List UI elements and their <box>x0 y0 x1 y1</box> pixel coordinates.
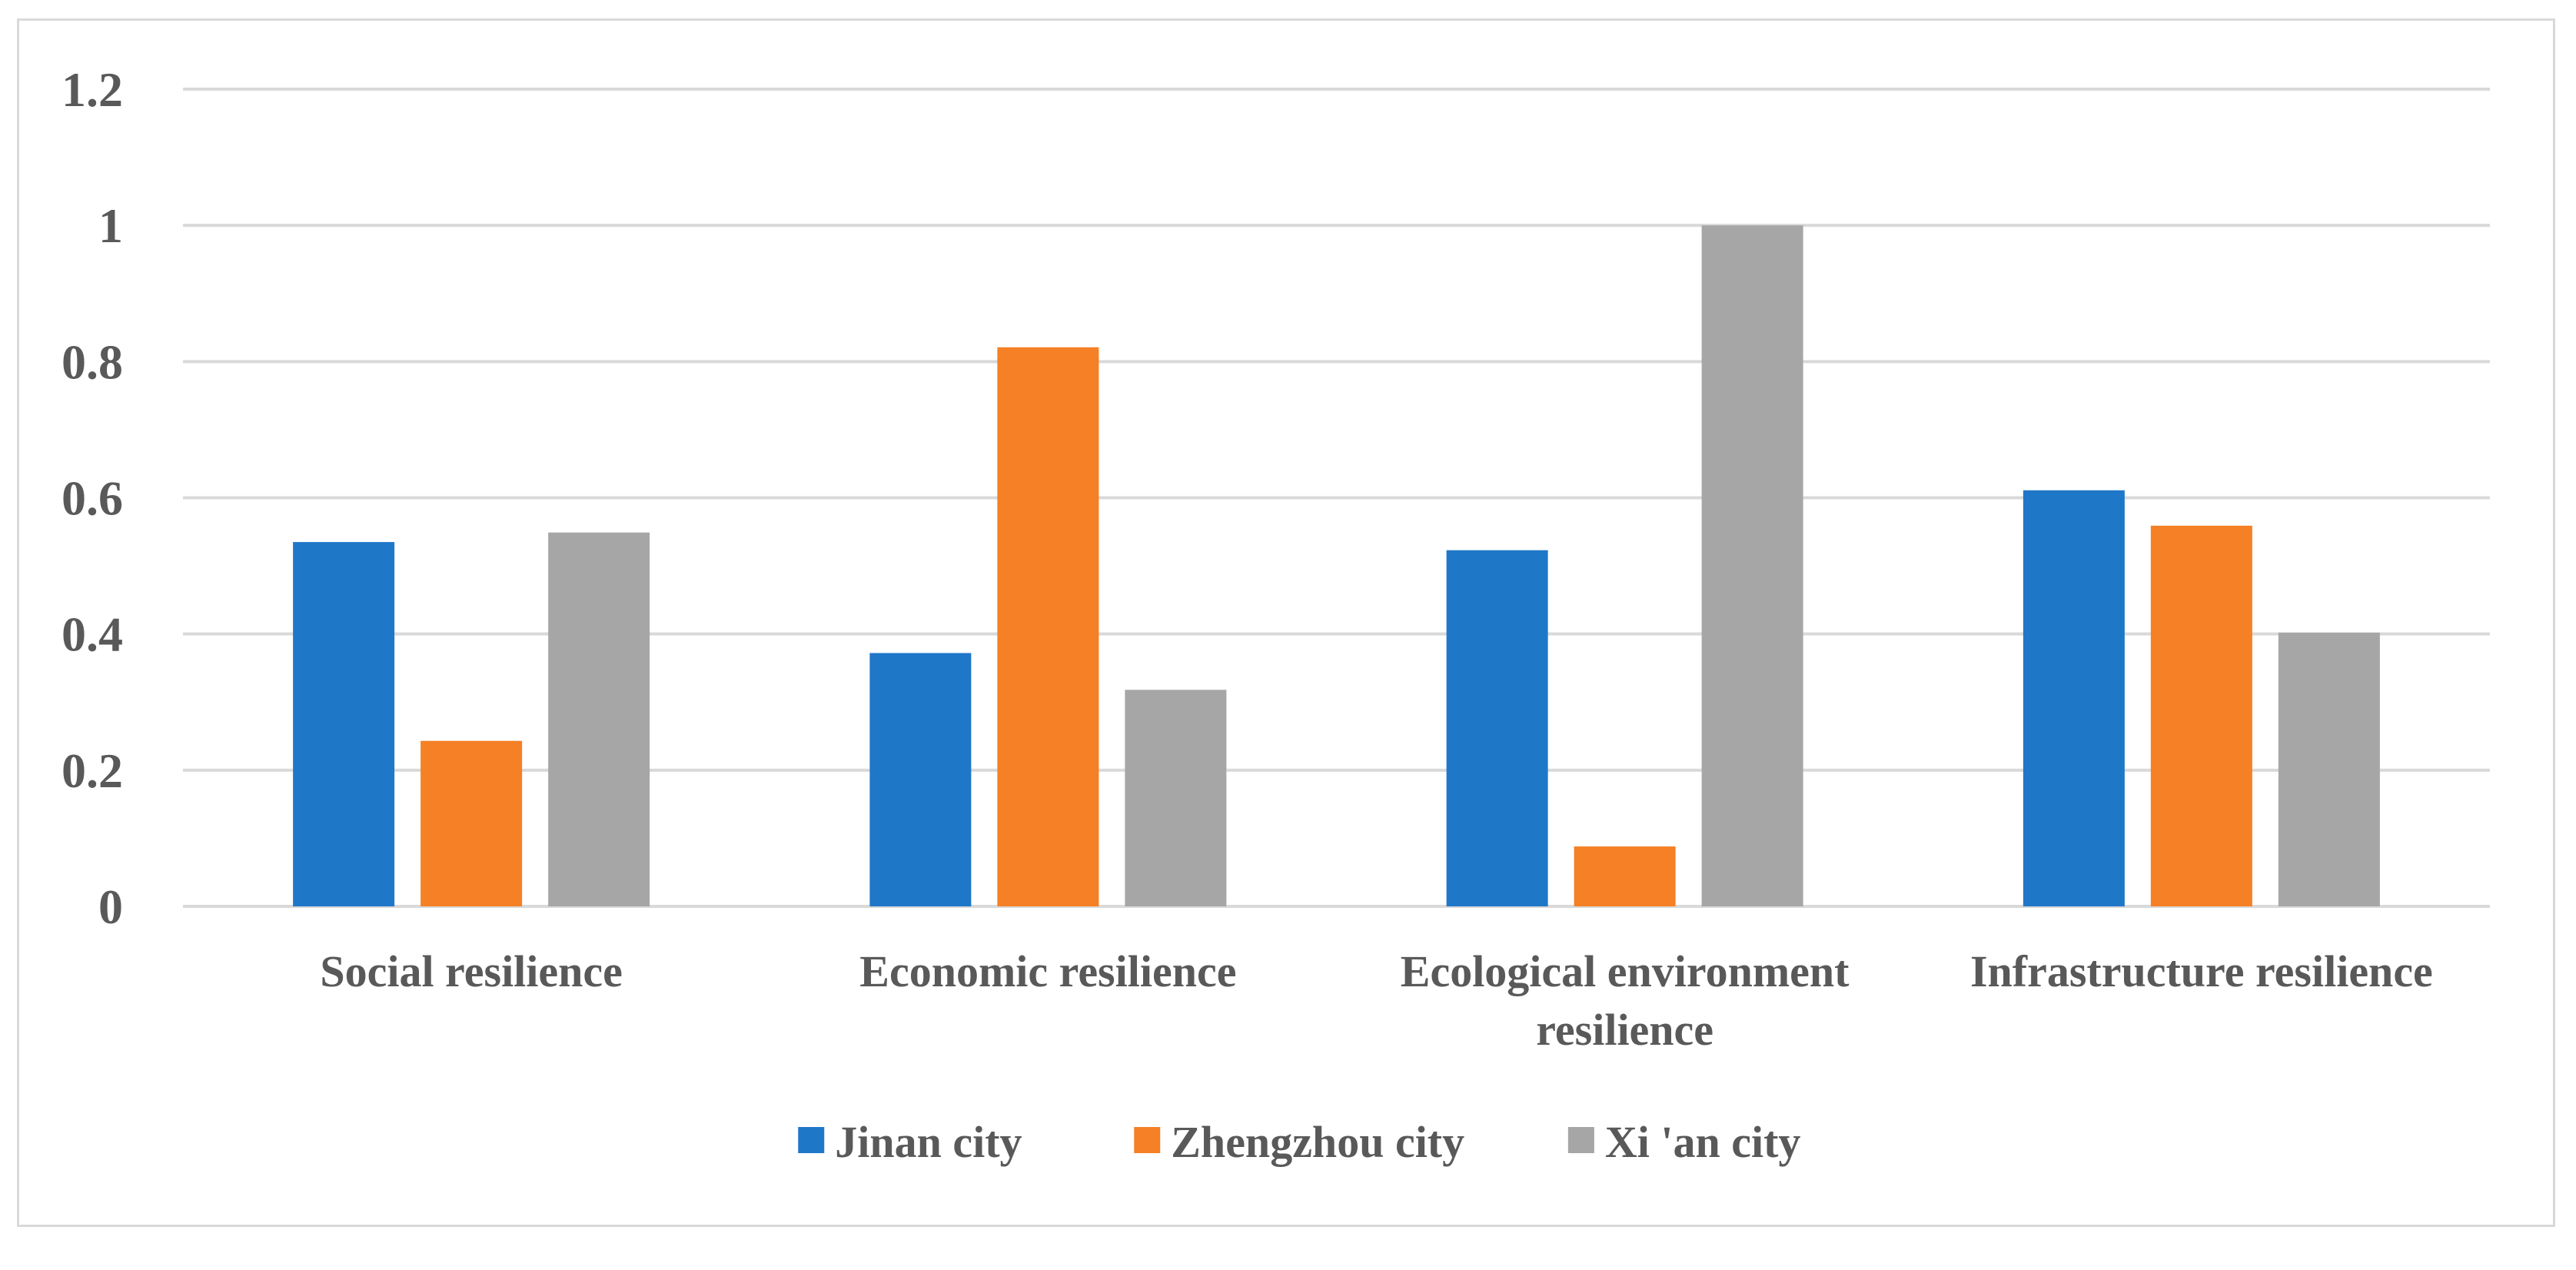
bar-jinan-city-0 <box>293 542 395 906</box>
y-axis-ticks: 0 0.2 0.4 0.6 0.8 1 1.2 <box>61 62 123 934</box>
chart-frame: 0 0.2 0.4 0.6 0.8 1 1.2 Social resilience Econo… <box>17 18 2555 1227</box>
bar-jinan-city-1 <box>869 653 972 906</box>
legend: Jinan city Zhengzhou city Xi 'an city <box>798 1117 1800 1167</box>
x-tick-label: Economic resilience <box>859 946 1236 996</box>
bars <box>293 225 2380 907</box>
legend-swatch <box>798 1127 825 1153</box>
bar-zhengzhou-city-2 <box>1574 846 1676 906</box>
bar-jinan-city-3 <box>2023 490 2125 906</box>
x-tick-label: Infrastructure resilience <box>1970 946 2433 996</box>
x-tick-label: Ecological environment <box>1401 946 1850 996</box>
bar-xi-an-city-3 <box>2278 632 2380 906</box>
legend-swatch <box>1134 1127 1161 1153</box>
bar-zhengzhou-city-0 <box>420 740 523 906</box>
y-tick-label: 1 <box>98 198 123 253</box>
bar-chart: 0 0.2 0.4 0.6 0.8 1 1.2 Social resilience Econo… <box>61 62 2490 1167</box>
x-tick-label: Social resilience <box>320 946 623 996</box>
y-tick-label: 0.6 <box>61 471 123 526</box>
bar-zhengzhou-city-3 <box>2150 525 2252 906</box>
bar-xi-an-city-1 <box>1125 690 1227 906</box>
bar-jinan-city-2 <box>1446 550 1548 906</box>
bar-xi-an-city-2 <box>1701 225 1803 907</box>
bar-zhengzhou-city-1 <box>997 347 1099 906</box>
legend-label: Xi 'an city <box>1605 1117 1801 1167</box>
legend-swatch <box>1567 1127 1594 1153</box>
y-tick-label: 0.8 <box>61 334 123 389</box>
gridlines <box>183 88 2490 908</box>
y-tick-label: 0.4 <box>61 607 123 662</box>
bar-xi-an-city-0 <box>548 532 650 906</box>
legend-label: Jinan city <box>835 1117 1022 1167</box>
y-tick-label: 0 <box>98 879 123 934</box>
legend-label: Zhengzhou city <box>1171 1117 1464 1167</box>
x-axis-labels: Social resilience Economic resilience Ecol… <box>320 946 2432 1055</box>
y-tick-label: 0.2 <box>61 743 123 798</box>
y-tick-label: 1.2 <box>61 62 123 117</box>
x-tick-label: resilience <box>1536 1005 1713 1055</box>
